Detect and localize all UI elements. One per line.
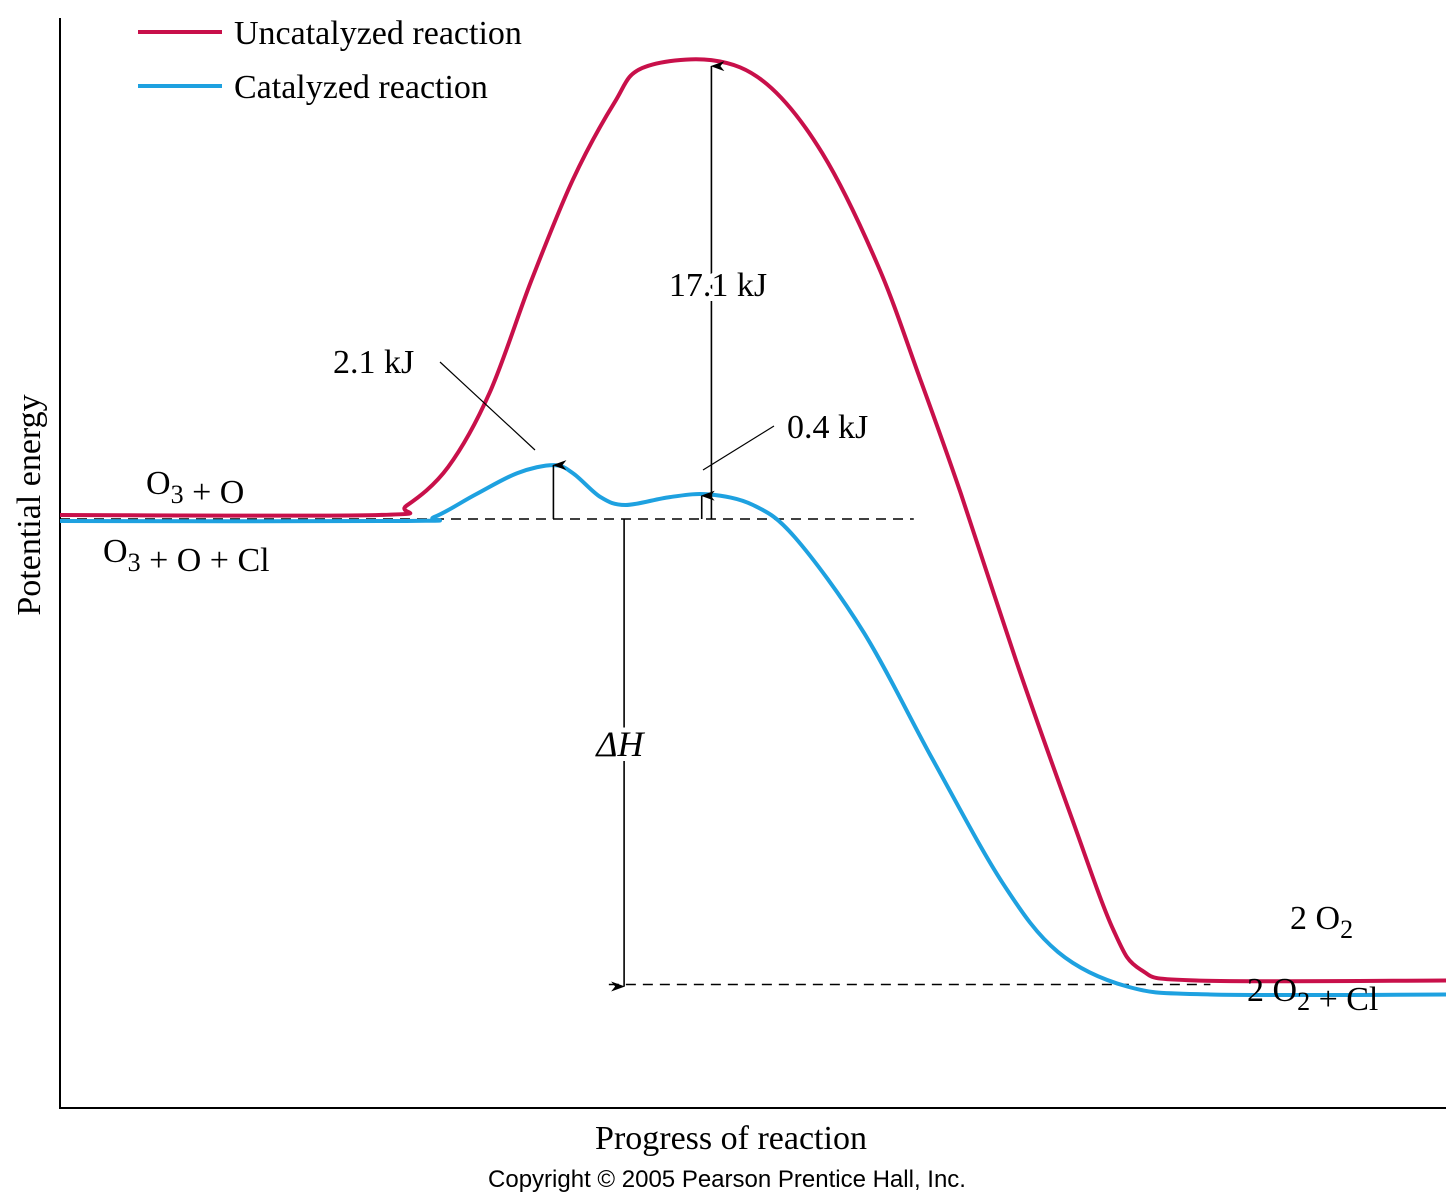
legend-label-uncatalyzed: Uncatalyzed reaction — [234, 15, 522, 52]
label-catalyzed-barrier-1: 2.1 kJ — [333, 344, 414, 381]
x-axis-label: Progress of reaction — [595, 1120, 867, 1157]
y-axis-label: Potential energy — [11, 394, 48, 615]
label-reactants-uncatalyzed: O3 + O — [146, 465, 244, 511]
label-products-catalyzed: 2 O2 + Cl — [1247, 972, 1378, 1018]
energy-curves — [59, 57, 1447, 998]
energy-arrows — [552, 61, 725, 992]
label-reactants-catalyzed: O3 + O + Cl — [103, 533, 270, 579]
label-catalyzed-barrier-2: 0.4 kJ — [787, 409, 868, 446]
reference-lines — [60, 518, 1211, 986]
legend-label-catalyzed: Catalyzed reaction — [234, 69, 488, 106]
leader-line-2-1kj — [439, 361, 536, 451]
label-enthalpy-change: ΔH — [594, 724, 645, 764]
uncatalyzed-reaction-curve — [59, 57, 1447, 984]
copyright-text: Copyright © 2005 Pearson Prentice Hall, … — [488, 1166, 966, 1193]
label-uncatalyzed-barrier: 17.1 kJ — [669, 267, 767, 304]
label-products-uncatalyzed: 2 O2 — [1290, 900, 1353, 944]
leader-line-0-4kj — [702, 425, 775, 471]
